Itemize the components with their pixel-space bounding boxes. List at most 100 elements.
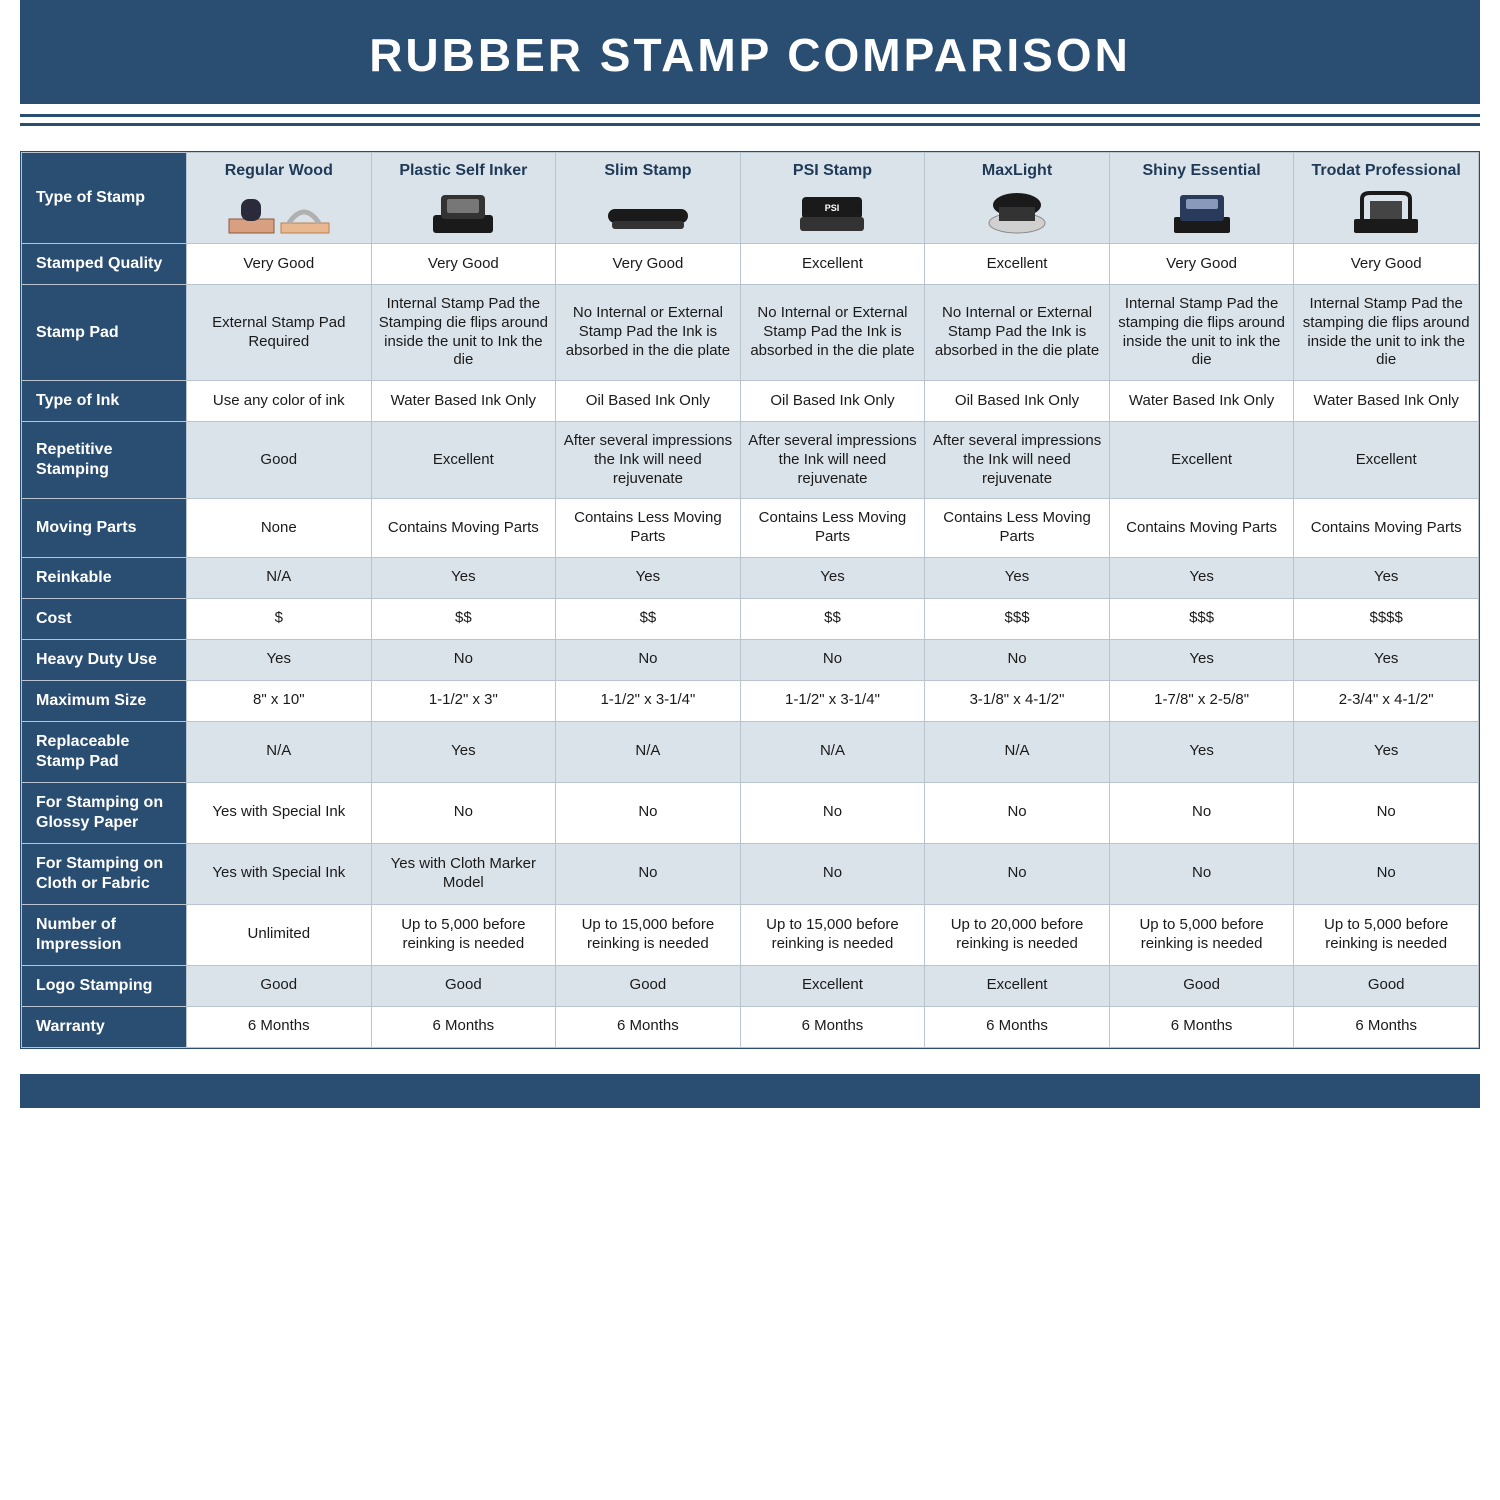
col-label: Trodat Professional [1312,162,1461,179]
cell: N/A [925,721,1110,782]
cell: Contains Less Moving Parts [556,499,741,558]
cell: Good [556,965,741,1006]
cell: Very Good [1109,244,1294,285]
cell: Up to 20,000 before reinking is needed [925,904,1110,965]
col-label: Regular Wood [225,162,333,179]
cell: Internal Stamp Pad the Stamping die flip… [371,285,556,381]
cell: No [371,639,556,680]
cell: No [1109,843,1294,904]
cell: N/A [556,721,741,782]
cell: Yes [925,557,1110,598]
cell: Excellent [371,422,556,499]
cell: 6 Months [187,1006,372,1047]
corner-cell: Type of Stamp [22,153,187,244]
cell: Good [1109,965,1294,1006]
cell: Up to 15,000 before reinking is needed [556,904,741,965]
cell: External Stamp Pad Required [187,285,372,381]
cell: After several impressions the Ink will n… [740,422,925,499]
row-label: For Stamping on Glossy Paper [22,782,187,843]
cell: Yes [1109,639,1294,680]
cell: 6 Months [1109,1006,1294,1047]
cell: 8" x 10" [187,680,372,721]
cell: No [556,843,741,904]
cell: Water Based Ink Only [371,381,556,422]
cell: Up to 5,000 before reinking is needed [1294,904,1479,965]
table-row: Stamped QualityVery GoodVery GoodVery Go… [22,244,1479,285]
cell: After several impressions the Ink will n… [925,422,1110,499]
row-label: Number of Impression [22,904,187,965]
cell: No [925,639,1110,680]
title-bar: RUBBER STAMP COMPARISON [20,0,1480,104]
cell: No [556,782,741,843]
cell: No [1109,782,1294,843]
table-row: For Stamping on Glossy PaperYes with Spe… [22,782,1479,843]
cell: Excellent [925,244,1110,285]
cell: Contains Moving Parts [1294,499,1479,558]
cell: Up to 5,000 before reinking is needed [371,904,556,965]
cell: Very Good [187,244,372,285]
cell: No [740,782,925,843]
cell: 6 Months [925,1006,1110,1047]
cell: Yes [1294,639,1479,680]
row-label: Logo Stamping [22,965,187,1006]
row-label: Moving Parts [22,499,187,558]
table-row: Heavy Duty UseYesNoNoNoNoYesYes [22,639,1479,680]
col-label: MaxLight [982,162,1052,179]
table-row: Warranty6 Months6 Months6 Months6 Months… [22,1006,1479,1047]
cell: 6 Months [1294,1006,1479,1047]
cell: Up to 15,000 before reinking is needed [740,904,925,965]
psi-stamp-icon: PSI [772,185,892,239]
cell: 1-1/2" x 3-1/4" [556,680,741,721]
table-row: Replaceable Stamp PadN/AYesN/AN/AN/AYesY… [22,721,1479,782]
row-label: Replaceable Stamp Pad [22,721,187,782]
cell: No [740,843,925,904]
col-maxlight: MaxLight [925,153,1110,244]
cell: Yes [371,721,556,782]
table-row: Moving PartsNoneContains Moving PartsCon… [22,499,1479,558]
table-row: Type of InkUse any color of inkWater Bas… [22,381,1479,422]
table-row: Logo StampingGoodGoodGoodExcellentExcell… [22,965,1479,1006]
cell: Good [187,422,372,499]
cell: Good [187,965,372,1006]
header-row: Type of Stamp Regular Wood Plastic Self … [22,153,1479,244]
table-body: Stamped QualityVery GoodVery GoodVery Go… [22,244,1479,1048]
cell: 6 Months [740,1006,925,1047]
cell: 1-1/2" x 3-1/4" [740,680,925,721]
cell: Oil Based Ink Only [740,381,925,422]
cell: 1-1/2" x 3" [371,680,556,721]
shiny-essential-icon [1142,185,1262,239]
row-label: Reinkable [22,557,187,598]
col-psi-stamp: PSI Stamp PSI [740,153,925,244]
cell: No Internal or External Stamp Pad the In… [740,285,925,381]
table-row: Stamp PadExternal Stamp Pad RequiredInte… [22,285,1479,381]
plastic-self-inker-icon [403,185,523,239]
cell: No [556,639,741,680]
table-row: Cost$$$$$$$$$$$$$$$$$ [22,598,1479,639]
cell: $$ [556,598,741,639]
cell: Yes with Special Ink [187,843,372,904]
footer-bar [20,1074,1480,1108]
cell: Excellent [740,244,925,285]
cell: $ [187,598,372,639]
row-label: Maximum Size [22,680,187,721]
cell: Yes [556,557,741,598]
row-label: Warranty [22,1006,187,1047]
cell: Contains Less Moving Parts [925,499,1110,558]
col-label: Slim Stamp [604,162,691,179]
cell: $$$$ [1294,598,1479,639]
cell: Very Good [1294,244,1479,285]
cell: No [925,782,1110,843]
cell: Yes [371,557,556,598]
cell: Yes [1109,557,1294,598]
cell: 1-7/8" x 2-5/8" [1109,680,1294,721]
row-label: Stamped Quality [22,244,187,285]
cell: 6 Months [371,1006,556,1047]
cell: Use any color of ink [187,381,372,422]
row-label: For Stamping on Cloth or Fabric [22,843,187,904]
divider [20,114,1480,126]
cell: Unlimited [187,904,372,965]
cell: 6 Months [556,1006,741,1047]
cell: $$$ [1109,598,1294,639]
cell: Excellent [1109,422,1294,499]
comparison-table-wrap: Type of Stamp Regular Wood Plastic Self … [20,151,1480,1049]
